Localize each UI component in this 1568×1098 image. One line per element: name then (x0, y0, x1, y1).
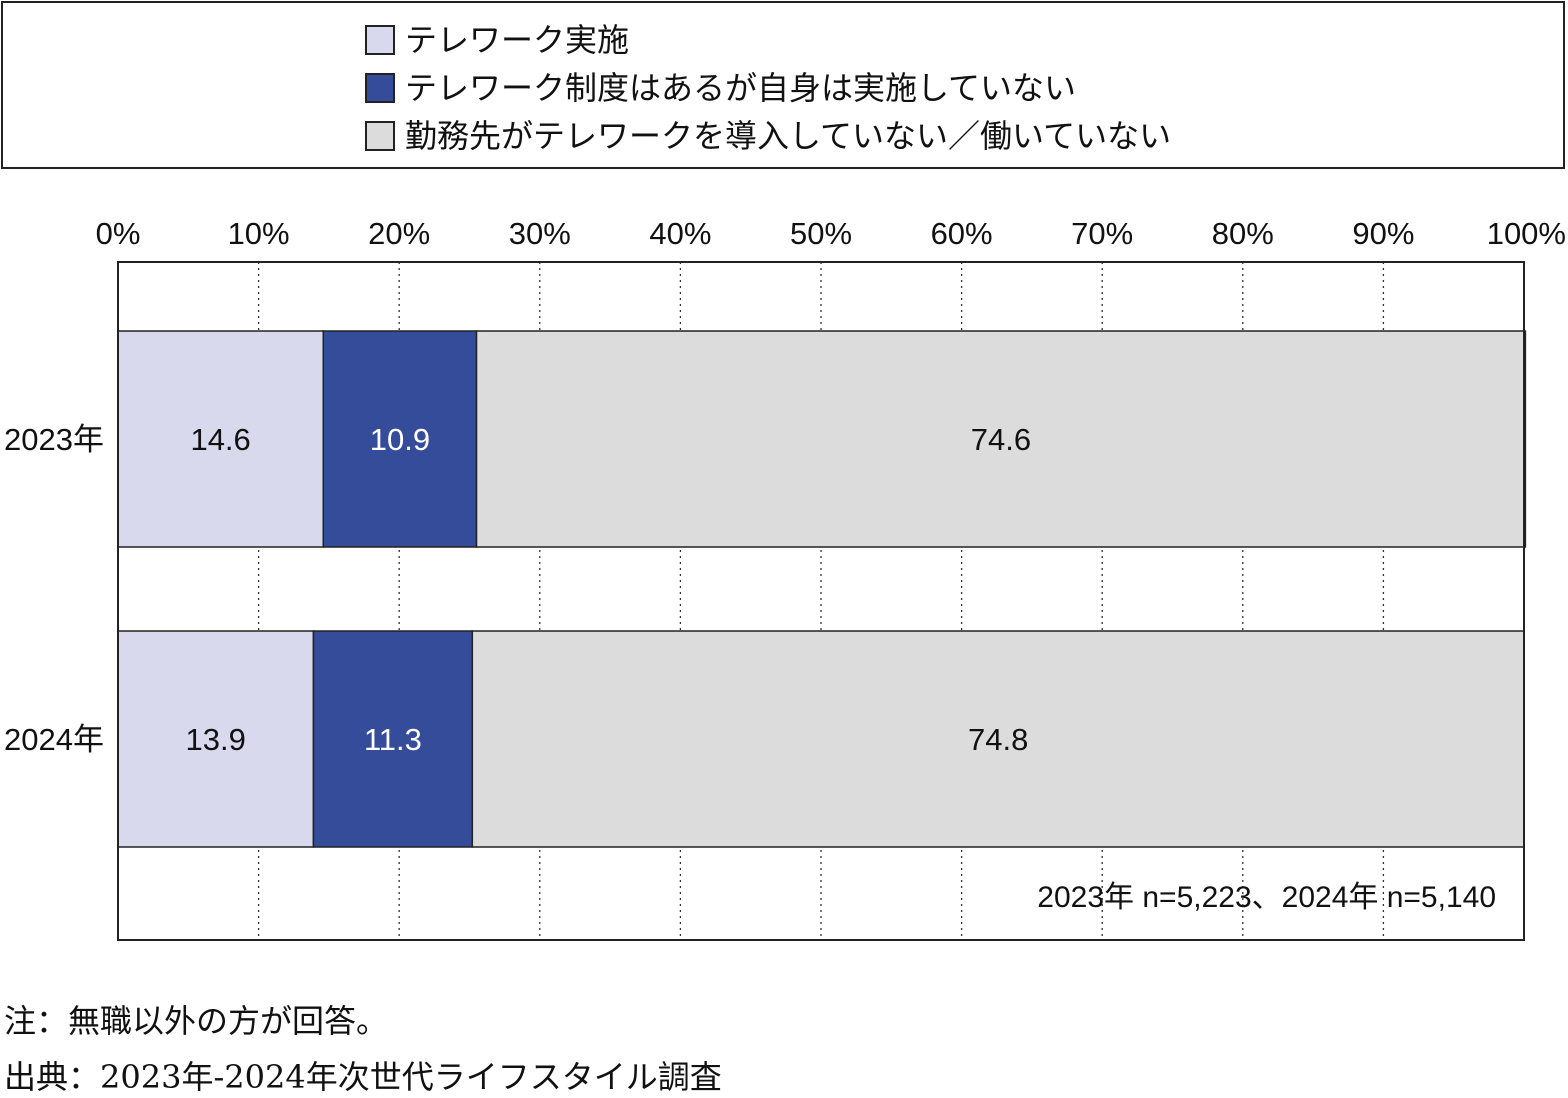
legend-swatch-telework (365, 25, 395, 55)
legend-swatch-system-not-used (365, 73, 395, 103)
x-tick-label-7: 70% (1071, 216, 1133, 251)
data-label-1-2: 74.8 (968, 722, 1028, 757)
x-tick-label-6: 60% (931, 216, 993, 251)
legend-item-system-not-used: テレワーク制度はあるが自身は実施していない (365, 71, 1076, 105)
legend-item-telework: テレワーク実施 (365, 23, 629, 57)
category-label-1: 2024年 (4, 722, 104, 757)
sample-size-note: 2023年 n=5,223、2024年 n=5,140 (1037, 881, 1496, 914)
x-tick-label-0: 0% (96, 216, 141, 251)
legend: テレワーク実施 テレワーク制度はあるが自身は実施していない 勤務先がテレワークを… (1, 1, 1565, 169)
bar-1-0 (117, 630, 315, 848)
data-label-0-1: 10.9 (370, 422, 430, 457)
data-label-0-0: 14.6 (190, 422, 250, 457)
x-tick-label-3: 30% (509, 216, 571, 251)
legend-label-system-not-used: テレワーク制度はあるが自身は実施していない (405, 69, 1077, 107)
bar-0-0 (117, 330, 325, 548)
data-label-1-1: 11.3 (364, 722, 422, 757)
x-tick-label-4: 40% (649, 216, 711, 251)
bar-1-2 (471, 630, 1525, 848)
x-tick-label-1: 10% (228, 216, 290, 251)
legend-label-not-introduced: 勤務先がテレワークを導入していない／働いていない (405, 117, 1172, 155)
bar-1-1 (312, 630, 474, 848)
legend-item-not-introduced: 勤務先がテレワークを導入していない／働いていない (365, 119, 1171, 153)
category-label-0: 2023年 (4, 422, 104, 457)
bar-0-2 (475, 330, 1527, 548)
x-tick-label-9: 90% (1352, 216, 1414, 251)
bar-0-1 (322, 330, 478, 548)
footnote-source: 出典：2023年-2024年次世代ライフスタイル調査 (4, 1058, 722, 1096)
x-tick-label-8: 80% (1212, 216, 1274, 251)
footnote-note: 注：無職以外の方が回答。 (4, 1002, 389, 1040)
data-label-0-2: 74.6 (971, 422, 1031, 457)
x-tick-label-2: 20% (368, 216, 430, 251)
stacked-bar-chart: 0% 10% 20% 30% 40% 50% 60% 70% 80% 90% 100% 14.6 10.… (4, 216, 1566, 941)
legend-swatch-not-introduced (365, 121, 395, 151)
plot-border (117, 261, 1525, 941)
x-tick-label-5: 50% (790, 216, 852, 251)
legend-label-telework: テレワーク実施 (405, 21, 630, 59)
data-label-1-0: 13.9 (186, 722, 246, 757)
x-tick-label-10: 100% (1487, 216, 1566, 251)
